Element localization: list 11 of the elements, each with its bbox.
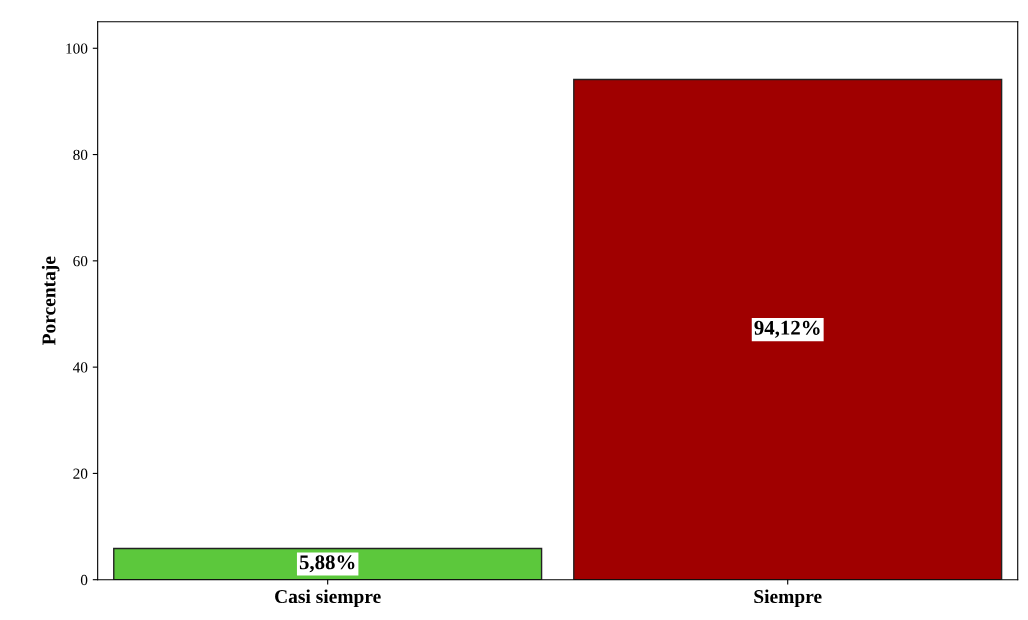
y-tick-label: 40 xyxy=(72,362,88,373)
x-tick-label: Siempre xyxy=(754,589,822,608)
y-tick-label: 60 xyxy=(73,255,88,267)
y-tick-label: 80 xyxy=(73,149,88,161)
x-tick-label: Casi siempre xyxy=(275,589,381,608)
y-axis-title: Porcentaje xyxy=(41,256,60,345)
y-tick-label: 0 xyxy=(80,574,88,586)
data-label: 94,12% xyxy=(754,320,820,338)
data-label: 5,88% xyxy=(299,555,355,573)
y-tick-label: 20 xyxy=(73,468,88,479)
y-tick-label: 100 xyxy=(66,43,88,54)
